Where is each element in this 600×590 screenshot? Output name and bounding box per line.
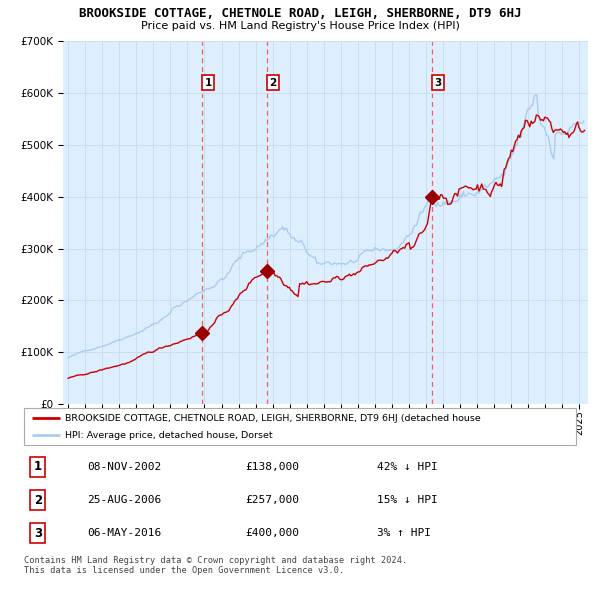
Text: 42% ↓ HPI: 42% ↓ HPI [377, 462, 438, 472]
Text: Price paid vs. HM Land Registry's House Price Index (HPI): Price paid vs. HM Land Registry's House … [140, 21, 460, 31]
Text: £400,000: £400,000 [245, 528, 299, 538]
Text: 06-MAY-2016: 06-MAY-2016 [88, 528, 162, 538]
Text: 3: 3 [434, 78, 442, 88]
Text: 2: 2 [269, 78, 277, 88]
Text: £138,000: £138,000 [245, 462, 299, 472]
Text: 1: 1 [205, 78, 212, 88]
Text: £257,000: £257,000 [245, 495, 299, 505]
Text: 25-AUG-2006: 25-AUG-2006 [88, 495, 162, 505]
FancyBboxPatch shape [24, 408, 576, 445]
Text: 2: 2 [34, 493, 42, 507]
Text: 1: 1 [34, 460, 42, 474]
Text: 15% ↓ HPI: 15% ↓ HPI [377, 495, 438, 505]
Text: Contains HM Land Registry data © Crown copyright and database right 2024.
This d: Contains HM Land Registry data © Crown c… [24, 556, 407, 575]
Text: 3: 3 [34, 526, 42, 540]
Text: 08-NOV-2002: 08-NOV-2002 [88, 462, 162, 472]
Text: BROOKSIDE COTTAGE, CHETNOLE ROAD, LEIGH, SHERBORNE, DT9 6HJ (detached house: BROOKSIDE COTTAGE, CHETNOLE ROAD, LEIGH,… [65, 414, 481, 423]
Text: BROOKSIDE COTTAGE, CHETNOLE ROAD, LEIGH, SHERBORNE, DT9 6HJ: BROOKSIDE COTTAGE, CHETNOLE ROAD, LEIGH,… [79, 7, 521, 20]
Text: HPI: Average price, detached house, Dorset: HPI: Average price, detached house, Dors… [65, 431, 273, 440]
Text: 3% ↑ HPI: 3% ↑ HPI [377, 528, 431, 538]
